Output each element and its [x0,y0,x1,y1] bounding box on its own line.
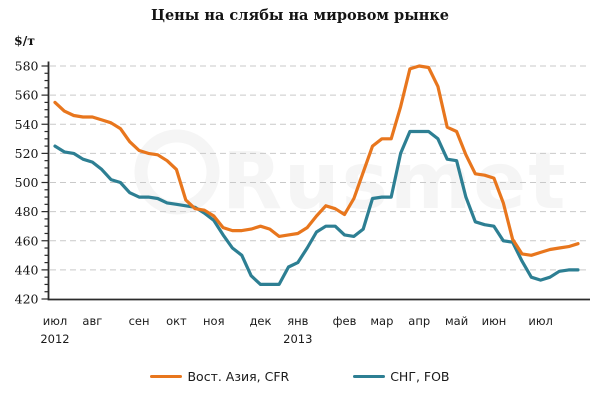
x-month-label: май [445,314,468,328]
y-tick-label: 500 [15,175,39,190]
x-month-label: авг [82,314,102,328]
chart-title: Цены на слябы на мировом рынке [150,7,450,24]
east-asia-line-swatch-icon [150,374,183,379]
x-month-label: апр [408,314,430,328]
legend-label-east-asia: Вост. Азия, CFR [187,369,290,384]
x-month-label: июн [482,314,507,328]
y-tick-label: 540 [15,117,39,132]
x-month-label: июл [528,314,553,328]
y-tick-label: 440 [15,262,39,277]
x-month-label: июл [43,314,68,328]
y-tick-label: 580 [15,59,39,74]
legend: Вост. Азия, CFR СНГ, FOB [0,369,600,384]
y-axis-unit-label: $/т [14,33,36,48]
x-year-label: 2012 [40,332,69,346]
x-year-label: 2013 [283,332,312,346]
y-tick-label: 520 [15,146,39,161]
x-month-label: окт [166,314,187,328]
series-east-asia-cfr-line [53,64,580,257]
x-month-label: сен [129,314,150,328]
cis-line-swatch-icon [353,374,386,379]
x-month-label: дек [249,314,271,328]
y-tick-label: 460 [15,233,39,248]
y-tick-label: 420 [15,292,39,307]
y-tick-label: 560 [15,88,39,103]
x-month-label: ноя [203,314,224,328]
x-month-label: янв [287,314,308,328]
legend-item-cis: СНГ, FOB [353,369,450,384]
x-month-label: мар [370,314,393,328]
legend-item-east-asia: Вост. Азия, CFR [150,369,289,384]
series-cis-fob-line [53,129,580,286]
x-month-label: фев [333,314,357,328]
y-tick-label: 480 [15,204,39,219]
watermark-circle-icon [134,129,220,215]
legend-label-cis: СНГ, FOB [390,369,450,384]
